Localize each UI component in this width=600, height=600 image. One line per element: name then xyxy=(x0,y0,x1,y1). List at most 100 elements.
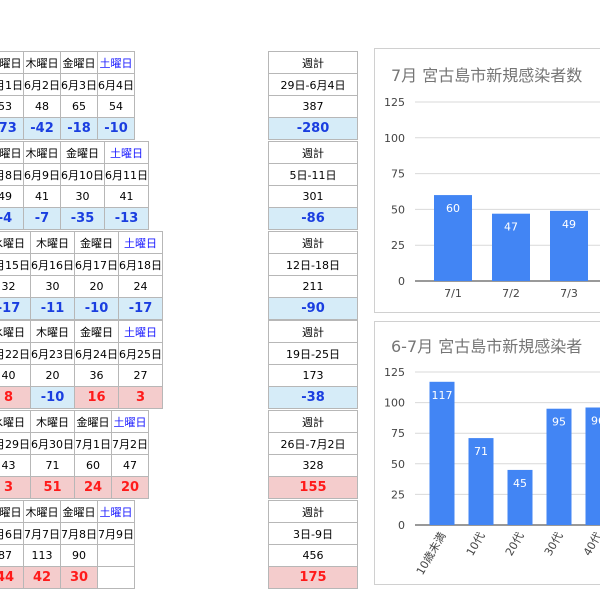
count-cell: 47 xyxy=(111,454,149,477)
bar-value-label: 71 xyxy=(474,445,488,458)
diff-cell: -73 xyxy=(0,117,24,140)
week-diff-cell: 175 xyxy=(268,566,358,589)
table-row: 387 xyxy=(268,95,358,118)
bar xyxy=(507,469,533,525)
bar-value-label: 47 xyxy=(504,221,518,234)
week-total-cell: 456 xyxy=(268,544,358,567)
diff-cell: 20 xyxy=(111,476,149,499)
week-range-cell: 19日-25日 xyxy=(268,342,358,365)
day-name-cell: 土曜日 xyxy=(118,231,163,254)
bar-value-label: 49 xyxy=(562,218,576,231)
count-cell: 49 xyxy=(0,185,24,208)
bar xyxy=(492,213,530,281)
y-tick-label: 100 xyxy=(384,397,405,410)
x-tick-label: 7/2 xyxy=(502,287,520,300)
table-row: 水曜日木曜日金曜日土曜日 xyxy=(0,410,149,433)
diff-cell: -4 xyxy=(0,207,24,230)
day-name-cell: 水曜日 xyxy=(0,51,24,74)
week-total-cell: 328 xyxy=(268,454,358,477)
date-cell: 7月2日 xyxy=(111,432,149,455)
y-tick-label: 50 xyxy=(391,203,405,216)
date-cell: 6月18日 xyxy=(118,253,163,276)
table-row: 水曜日木曜日金曜日土曜日 xyxy=(0,51,135,74)
day-table: 水曜日木曜日金曜日土曜日6月15日6月16日6月17日6月18日32302024… xyxy=(0,231,163,320)
table-row: 週計 xyxy=(268,410,358,433)
table-row: 173 xyxy=(268,364,358,387)
day-name-cell: 金曜日 xyxy=(60,500,98,523)
table-row: 456 xyxy=(268,544,358,567)
diff-cell: 24 xyxy=(74,476,112,499)
bar xyxy=(546,408,572,525)
x-tick-label: 7/3 xyxy=(560,287,578,300)
count-cell: 27 xyxy=(118,364,163,387)
date-cell: 7月6日 xyxy=(0,522,24,545)
table-row: -86 xyxy=(268,207,358,230)
day-name-cell: 土曜日 xyxy=(111,410,149,433)
table-row: 水曜日木曜日金曜日土曜日 xyxy=(0,320,163,343)
x-tick-label: 20代 xyxy=(503,530,527,558)
date-cell: 6月25日 xyxy=(118,342,163,365)
week-header-cell: 週計 xyxy=(268,141,358,164)
table-row: 5日-11日 xyxy=(268,163,358,186)
table-row: 301 xyxy=(268,185,358,208)
date-cell: 7月8日 xyxy=(60,522,98,545)
count-cell: 48 xyxy=(23,95,61,118)
date-cell: 6月10日 xyxy=(60,163,105,186)
day-name-cell: 木曜日 xyxy=(23,141,61,164)
table-row: 7月6日7月7日7月8日7月9日 xyxy=(0,522,135,545)
table-row: 3日-9日 xyxy=(268,522,358,545)
chart-title: 7月 宮古島市新規感染者数 xyxy=(391,66,582,85)
weekly-tables: 水曜日木曜日金曜日土曜日6月1日6月2日6月3日6月4日53486554-73-… xyxy=(0,51,358,589)
date-cell: 6月4日 xyxy=(97,73,135,96)
day-name-cell: 木曜日 xyxy=(23,500,61,523)
bar-value-label: 45 xyxy=(513,477,527,490)
y-tick-label: 75 xyxy=(391,168,405,181)
diff-cell: -10 xyxy=(74,297,119,320)
table-row: 26日-7月2日 xyxy=(268,432,358,455)
diff-cell: -13 xyxy=(104,207,149,230)
diff-cell: -10 xyxy=(97,117,135,140)
bar-value-label: 117 xyxy=(432,389,453,402)
y-tick-label: 100 xyxy=(384,132,405,145)
diff-cell: -35 xyxy=(60,207,105,230)
week-diff-cell: -86 xyxy=(268,207,358,230)
bar-value-label: 96 xyxy=(591,414,600,427)
date-cell: 6月15日 xyxy=(0,253,31,276)
day-name-cell: 金曜日 xyxy=(60,141,105,164)
week-header-cell: 週計 xyxy=(268,410,358,433)
week-header-cell: 週計 xyxy=(268,231,358,254)
count-cell: 43 xyxy=(0,454,31,477)
count-cell: 20 xyxy=(30,364,75,387)
chart-age-groups-svg: 6-7月 宮古島市新規感染者 0 25 50 75 100 125 117 10歳未満 71 10代… xyxy=(384,337,600,577)
day-name-cell: 土曜日 xyxy=(104,141,149,164)
day-name-cell: 水曜日 xyxy=(0,231,31,254)
y-tick-label: 0 xyxy=(398,275,405,288)
table-row: -4-7-35-13 xyxy=(0,207,149,230)
table-row: 週計 xyxy=(268,320,358,343)
diff-cell: 3 xyxy=(118,386,163,409)
diff-cell: 30 xyxy=(60,566,98,589)
table-row: 6月1日6月2日6月3日6月4日 xyxy=(0,73,135,96)
day-name-cell: 金曜日 xyxy=(60,51,98,74)
count-cell: 30 xyxy=(30,275,75,298)
count-cell: 20 xyxy=(74,275,119,298)
week-diff-cell: -38 xyxy=(268,386,358,409)
diff-cell: -42 xyxy=(23,117,61,140)
week-total-table: 週計 29日-6月4日 387 -280 xyxy=(268,51,358,140)
y-tick-label: 125 xyxy=(384,96,405,109)
table-row: 8 -10 16 3 xyxy=(0,386,163,409)
day-name-cell: 土曜日 xyxy=(97,51,135,74)
day-table: 水曜日木曜日金曜日土曜日6月22日6月23日6月24日6月25日40203627… xyxy=(0,320,163,409)
diff-cell: 3 xyxy=(0,476,31,499)
date-cell: 6月22日 xyxy=(0,342,31,365)
table-row: 32 30 20 24 xyxy=(0,275,163,298)
table-row: -38 xyxy=(268,386,358,409)
week-range-cell: 12日-18日 xyxy=(268,253,358,276)
count-cell: 40 xyxy=(0,364,31,387)
date-cell: 6月24日 xyxy=(74,342,119,365)
diff-cell xyxy=(97,566,135,589)
count-cell: 32 xyxy=(0,275,31,298)
diff-cell: -10 xyxy=(30,386,75,409)
table-row: -90 xyxy=(268,297,358,320)
week-total-table: 週計 26日-7月2日 328 155 xyxy=(268,410,358,499)
